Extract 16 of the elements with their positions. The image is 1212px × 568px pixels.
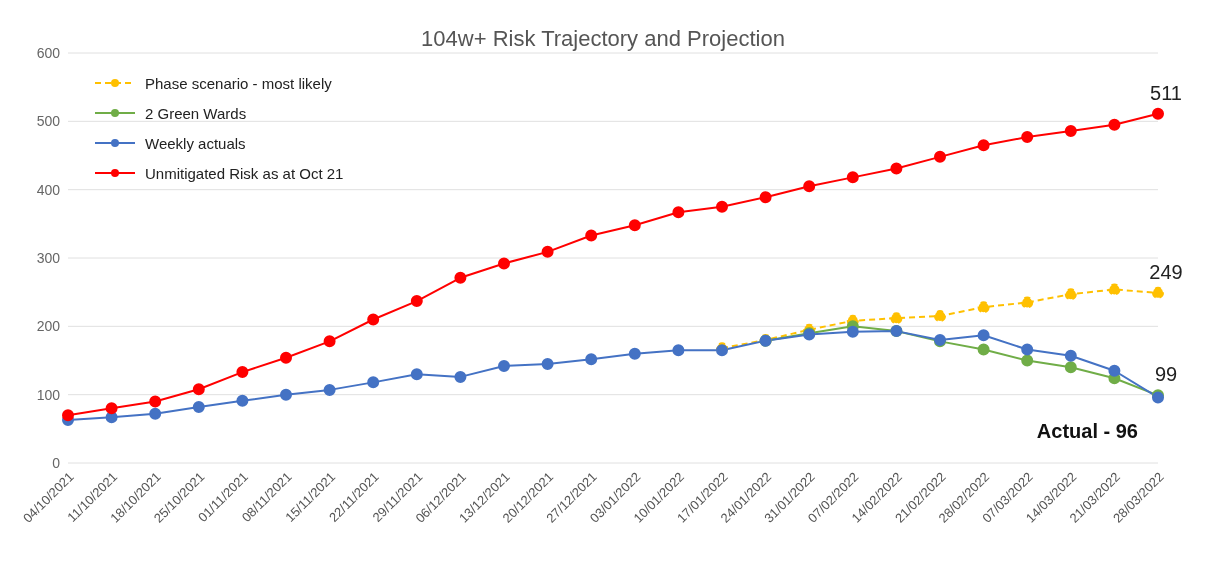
data-label: 249 xyxy=(1149,260,1183,283)
chart-title: 104w+ Risk Trajectory and Projection xyxy=(421,26,785,51)
y-tick-label: 200 xyxy=(36,318,61,335)
y-tick-label: 500 xyxy=(36,113,61,130)
annotation: Actual - 96 xyxy=(1036,420,1138,443)
data-label: 99 xyxy=(1154,363,1178,386)
y-tick-label: 600 xyxy=(36,44,61,61)
legend-label: Unmitigated Risk as at Oct 21 xyxy=(145,164,344,182)
legend-label: Phase scenario - most likely xyxy=(145,74,332,92)
legend-label: 2 Green Wards xyxy=(145,104,247,122)
y-tick-label: 400 xyxy=(36,181,61,198)
data-label: 511 xyxy=(1150,81,1182,104)
legend-label: Weekly actuals xyxy=(145,134,246,152)
y-tick-label: 100 xyxy=(36,386,61,403)
y-tick-label: 300 xyxy=(36,249,61,266)
y-tick-label: 0 xyxy=(52,454,61,471)
